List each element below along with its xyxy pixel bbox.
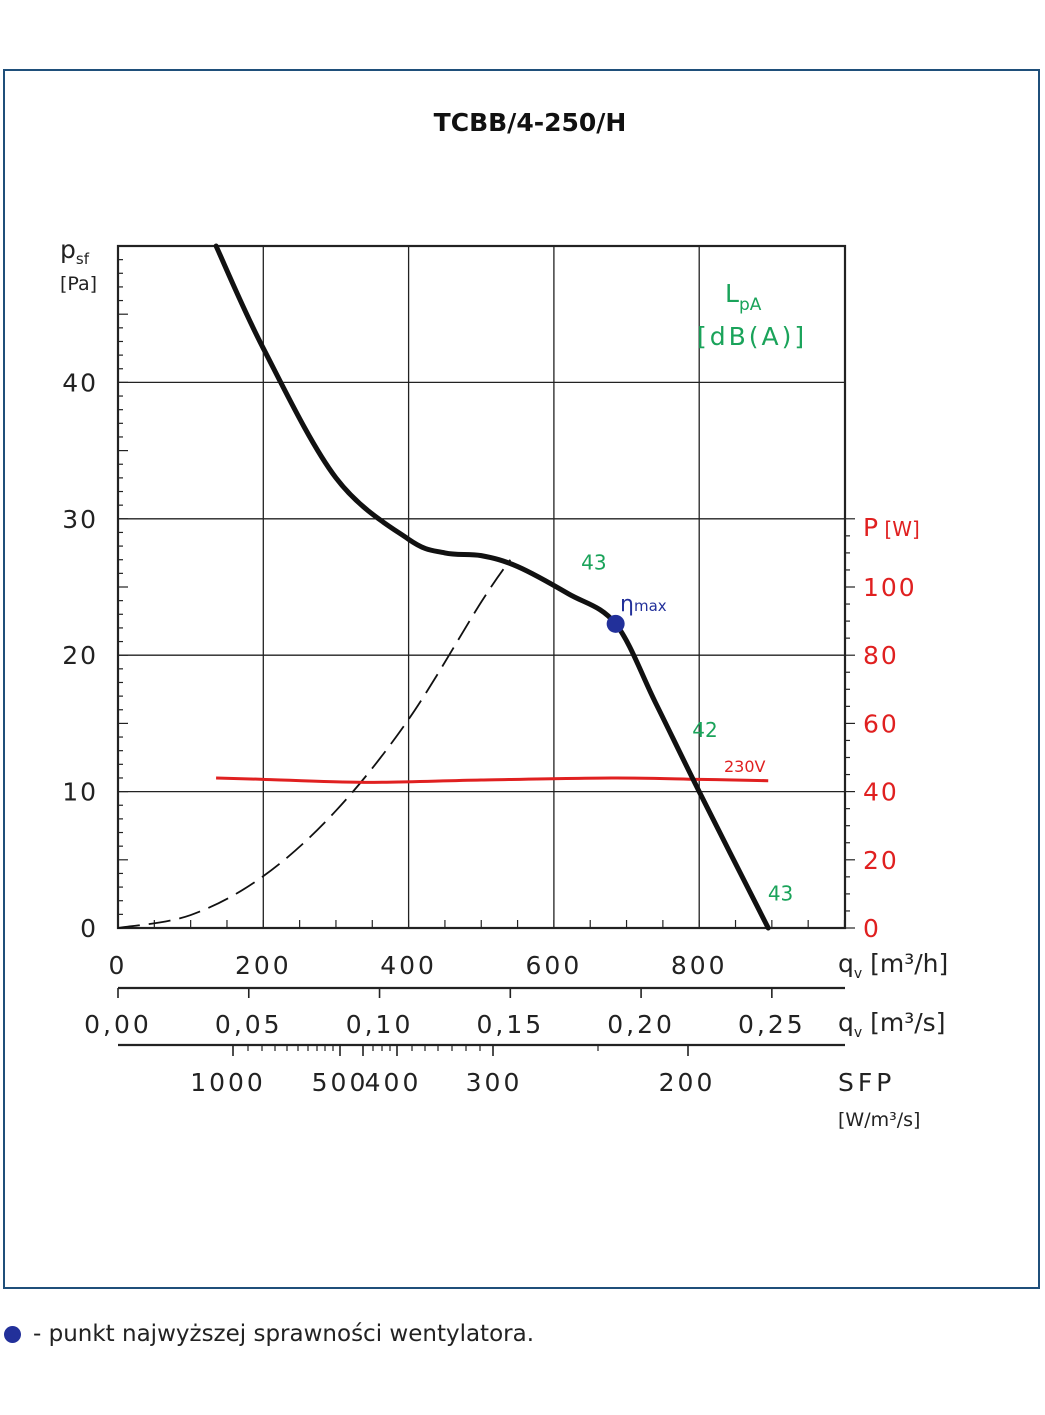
y-left-tick-label: 30 xyxy=(62,505,98,534)
lpa-label: LpA xyxy=(725,279,762,315)
y-left-axis-label: psf xyxy=(60,235,90,268)
sfp-tick-label: 400 xyxy=(365,1068,422,1097)
x-m3s-tick-label: 0,05 xyxy=(215,1010,283,1039)
eta-max-label: ηmax xyxy=(620,592,667,617)
chart-frame xyxy=(3,69,1040,1289)
x-m3s-tick-label: 0,10 xyxy=(346,1010,414,1039)
y-right-tick-label: 0 xyxy=(863,914,881,943)
y-left-tick-label: 10 xyxy=(62,778,98,807)
chart-title: TCBB/4-250/H xyxy=(434,108,627,137)
y-left-tick-label: 20 xyxy=(62,641,98,670)
eta-max-point xyxy=(606,614,625,633)
y-right-axis-label: P [W] xyxy=(863,513,920,542)
legend-note: - punkt najwyższej sprawności wentylator… xyxy=(4,1321,534,1347)
sfp-axis-label: SFP xyxy=(838,1068,895,1097)
eta-max-legend-icon xyxy=(4,1325,21,1343)
y-right-tick-label: 100 xyxy=(863,573,917,602)
x-m3s-tick-label: 0,00 xyxy=(84,1010,152,1039)
lpa-point-label: 42 xyxy=(692,718,717,742)
y-right-tick-label: 80 xyxy=(863,641,899,670)
lpa-point-label: 43 xyxy=(768,882,793,906)
x-m3h-axis-label: qv [m³/h] xyxy=(838,949,948,982)
x-m3h-tick-label: 200 xyxy=(235,951,292,980)
y-left-axis-unit: [Pa] xyxy=(60,273,97,295)
sfp-tick-label: 500 xyxy=(312,1068,369,1097)
x-m3s-axis-label: qv [m³/s] xyxy=(838,1008,945,1041)
sfp-axis-unit: [W/m³/s] xyxy=(838,1109,920,1131)
y-left-tick-label: 40 xyxy=(62,368,98,397)
pressure-curve xyxy=(213,243,771,931)
y-right-tick-label: 40 xyxy=(863,778,899,807)
power-curve-label: 230V xyxy=(724,757,766,776)
x-m3s-tick-label: 0,25 xyxy=(738,1010,806,1039)
x-m3s-tick-label: 0,15 xyxy=(476,1010,544,1039)
sfp-tick-label: 300 xyxy=(466,1068,523,1097)
system-curve xyxy=(117,559,512,929)
lpa-unit: [dB(A)] xyxy=(697,322,807,351)
power-curve xyxy=(216,776,769,784)
x-m3h-tick-label: 800 xyxy=(671,951,728,980)
y-right-tick-label: 20 xyxy=(863,846,899,875)
legend-note-text: - punkt najwyższej sprawności wentylator… xyxy=(33,1321,535,1347)
x-m3h-tick-label: 400 xyxy=(380,951,437,980)
sfp-tick-label: 1000 xyxy=(190,1068,266,1097)
x-m3s-tick-label: 0,20 xyxy=(607,1010,675,1039)
x-m3h-tick-label: 0 xyxy=(109,951,128,980)
x-m3h-tick-label: 600 xyxy=(526,951,583,980)
y-left-tick-label: 0 xyxy=(80,914,98,943)
y-right-tick-label: 60 xyxy=(863,709,899,738)
sfp-tick-label: 200 xyxy=(659,1068,716,1097)
lpa-point-label: 43 xyxy=(581,550,606,574)
